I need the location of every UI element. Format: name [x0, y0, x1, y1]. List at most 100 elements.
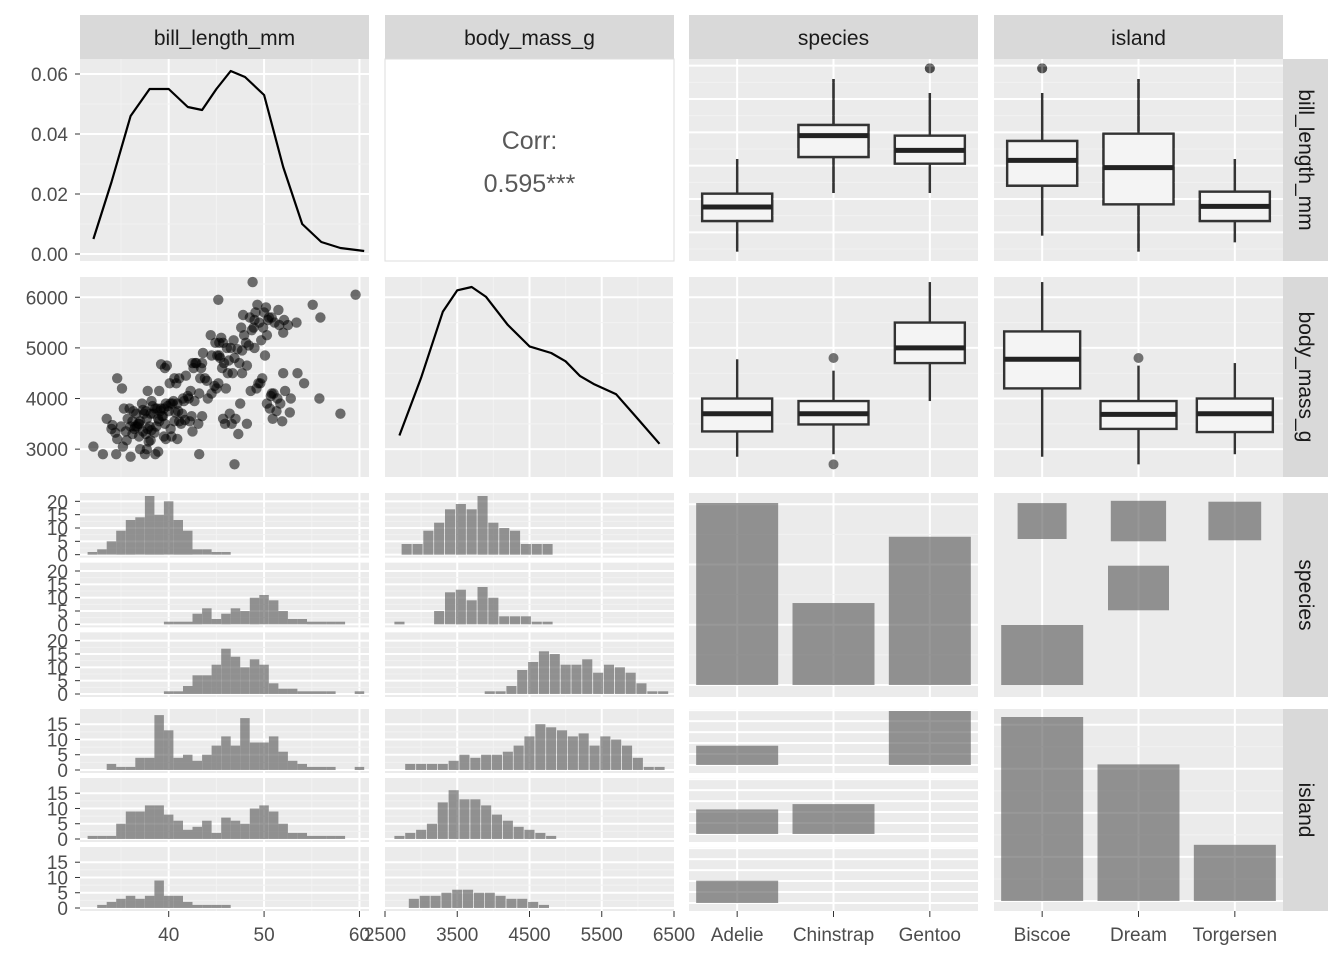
bar-Adelie-on-Dream — [696, 809, 779, 834]
scatter-point-189 — [266, 312, 277, 323]
hist-bar-mass-hist-island-Dream-13 — [535, 832, 546, 839]
scatter-point-171 — [284, 407, 295, 418]
scatter-point-167 — [278, 368, 289, 379]
hist-bar-bill-hist-island-Dream-23 — [307, 835, 317, 839]
hist-bar-mass-hist-island-Torgersen-8 — [495, 895, 506, 908]
hist-bar-bill-hist-species-Adelie-6 — [144, 496, 155, 555]
scatter-point-207 — [138, 408, 150, 419]
scatter-point-198 — [249, 342, 260, 354]
hist-bar-mass-hist-species-Chinstrap-2 — [434, 611, 445, 625]
scatter-point-176 — [307, 299, 318, 310]
hist-bar-bill-hist-species-Adelie-5 — [135, 517, 145, 555]
hist-bar-bill-hist-island-Biscoe-10 — [202, 754, 212, 770]
ytick-label-bill-hist-island: 0 — [57, 899, 68, 920]
hist-bar-bill-hist-island-Torgersen-1 — [106, 901, 117, 908]
hist-bar-mass-hist-island-Dream-6 — [459, 799, 470, 839]
hist-bar-bill-hist-species-Adelie-14 — [221, 552, 231, 555]
hist-bar-mass-hist-island-Biscoe-2 — [426, 763, 437, 770]
hist-bar-mass-hist-species-Chinstrap-4 — [455, 589, 466, 625]
hist-bar-bill-hist-species-Chinstrap-0 — [163, 621, 174, 625]
scatter-point-172 — [285, 393, 296, 404]
column-strip-label-bill_length_mm: bill_length_mm — [154, 27, 295, 50]
hist-bar-bill-hist-island-Dream-18 — [259, 805, 269, 839]
scatter-point-199 — [241, 360, 253, 371]
hist-bar-bill-hist-species-Chinstrap-5 — [211, 619, 222, 625]
hist-bar-bill-hist-island-Biscoe-8 — [183, 754, 193, 770]
hist-bar-bill-hist-species-Gentoo-17 — [326, 691, 336, 694]
hist-bar-mass-hist-species-Adelie-4 — [445, 509, 456, 555]
hist-bar-mass-hist-species-Adelie-6 — [466, 509, 477, 555]
hist-bar-mass-hist-island-Dream-14 — [546, 835, 557, 839]
scatter-point-89 — [187, 426, 198, 437]
box-bill-by-island-fg-Biscoe — [1005, 139, 1079, 187]
panel-correlation — [384, 58, 675, 262]
hist-bar-mass-hist-island-Biscoe-12 — [535, 724, 546, 770]
scatter-point-138 — [241, 418, 253, 429]
scatter-point-146 — [252, 299, 263, 310]
hist-bar-bill-hist-island-Biscoe-15 — [249, 742, 260, 770]
ytick-label-bill-hist-island: 5 — [57, 746, 68, 767]
scatter-point-173 — [291, 317, 302, 328]
hist-bar-bill-hist-island-Biscoe-20 — [297, 763, 307, 770]
ytick-label-bill-hist-island: 10 — [47, 730, 68, 751]
xtick-label-mass-5500: 5500 — [581, 925, 623, 946]
tile-Adelie-Torgersen — [1208, 501, 1262, 541]
hist-bar-mass-hist-island-Biscoe-15 — [567, 736, 578, 770]
scatter-point-127 — [228, 335, 239, 346]
tile-Chinstrap-Dream — [1108, 565, 1169, 611]
hist-bar-mass-hist-island-Biscoe-11 — [524, 736, 535, 770]
xtick-label-species-Gentoo: Gentoo — [899, 925, 961, 946]
scatter-point-193 — [214, 337, 225, 348]
ytick-label-bill-hist-species: 5 — [57, 602, 68, 623]
hist-bar-mass-hist-species-Gentoo-0 — [484, 691, 495, 694]
hist-bar-mass-hist-island-Dream-4 — [437, 802, 448, 839]
scatter-point-126 — [227, 368, 238, 379]
hist-bar-bill-hist-species-Adelie-4 — [125, 520, 136, 555]
bar-Gentoo-on-Biscoe — [888, 711, 971, 765]
hist-bar-bill-hist-island-Biscoe-14 — [240, 718, 250, 770]
xtick-label-island-Dream: Dream — [1110, 925, 1167, 946]
scatter-point-131 — [233, 428, 244, 440]
hist-bar-bill-hist-island-Biscoe-21 — [307, 766, 317, 770]
hist-bar-bill-hist-species-Adelie-2 — [106, 541, 117, 555]
hist-bar-bill-hist-island-Dream-12 — [202, 820, 212, 839]
hist-bar-mass-hist-island-Dream-1 — [405, 832, 416, 839]
hist-bar-bill-hist-island-Torgersen-13 — [221, 904, 231, 908]
hist-bar-bill-hist-island-Dream-16 — [240, 823, 250, 839]
scatter-point-101 — [197, 347, 209, 359]
ytick-label-bill-hist-species: 5 — [57, 532, 68, 553]
hist-bar-mass-hist-species-Adelie-8 — [488, 522, 499, 555]
hist-bar-mass-hist-island-Biscoe-9 — [502, 751, 513, 770]
hist-bar-mass-hist-species-Gentoo-2 — [506, 686, 517, 694]
scatter-point-197 — [278, 327, 289, 338]
hist-bar-mass-hist-island-Dream-0 — [394, 835, 405, 839]
hist-bar-bill-hist-species-Adelie-7 — [154, 514, 164, 555]
scatter-point-129 — [230, 413, 241, 424]
ytick-label-bill-hist-species: 20 — [47, 492, 68, 513]
xtick-label-mass-3500: 3500 — [436, 925, 478, 946]
hist-bar-bill-hist-island-Torgersen-11 — [202, 904, 212, 908]
hist-bar-mass-hist-island-Biscoe-17 — [589, 745, 600, 770]
scatter-point-99 — [196, 411, 208, 422]
hist-bar-bill-hist-species-Chinstrap-9 — [249, 597, 260, 625]
scatter-point-88 — [186, 411, 197, 422]
scatter-point-91 — [189, 395, 200, 407]
hist-bar-mass-hist-species-Gentoo-6 — [549, 654, 560, 694]
hist-bar-mass-hist-island-Biscoe-0 — [405, 763, 416, 770]
hist-bar-mass-hist-species-Chinstrap-0 — [394, 621, 405, 625]
hist-bar-mass-hist-species-Chinstrap-5 — [466, 600, 477, 625]
hist-bar-bill-hist-island-Torgersen-4 — [135, 898, 145, 908]
row-strip-label-species: species — [1294, 559, 1317, 630]
hist-bar-bill-hist-species-Gentoo-4 — [202, 675, 212, 694]
scatter-point-6 — [111, 449, 122, 460]
scatter-point-183 — [259, 350, 271, 361]
hist-bar-bill-hist-island-Biscoe-5 — [154, 715, 164, 770]
xtick-label-species-Adelie: Adelie — [711, 925, 764, 946]
hist-bar-bill-hist-island-Biscoe-4 — [144, 757, 155, 770]
scatter-point-120 — [220, 383, 232, 394]
hist-bar-mass-hist-island-Dream-11 — [513, 826, 524, 839]
hist-bar-mass-hist-island-Biscoe-4 — [448, 760, 459, 770]
hist-bar-mass-hist-island-Biscoe-16 — [578, 733, 589, 770]
hist-bar-mass-hist-island-Dream-8 — [481, 805, 492, 839]
